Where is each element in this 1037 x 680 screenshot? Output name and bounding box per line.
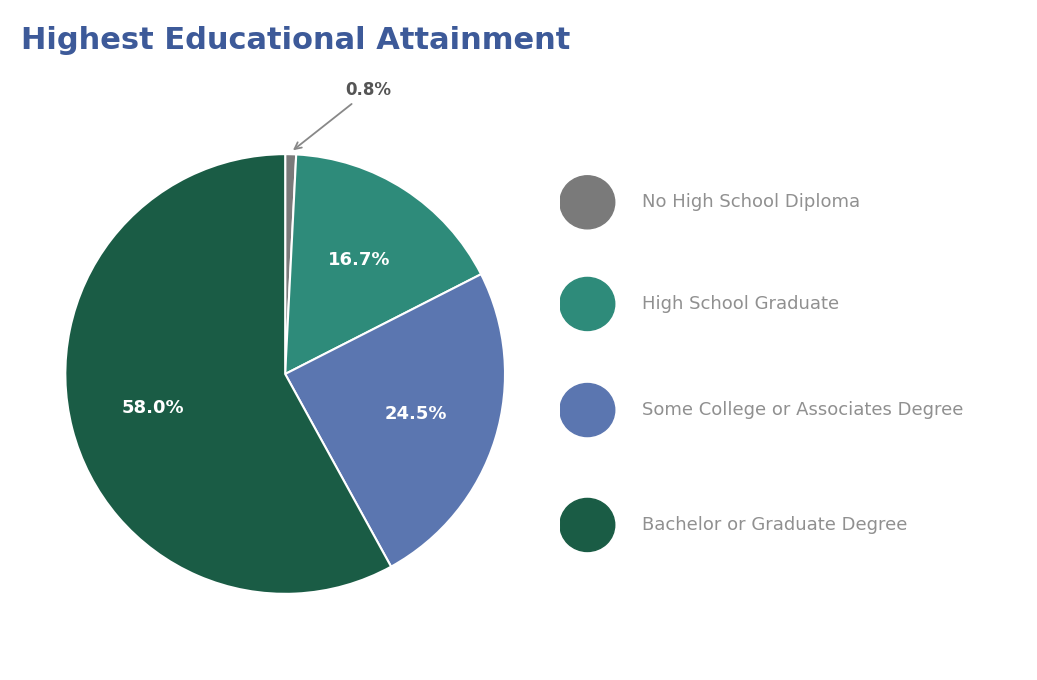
- Text: 0.8%: 0.8%: [295, 82, 392, 149]
- Text: Some College or Associates Degree: Some College or Associates Degree: [642, 401, 963, 419]
- Circle shape: [560, 176, 615, 228]
- Wedge shape: [285, 154, 481, 374]
- Text: 58.0%: 58.0%: [121, 399, 185, 417]
- Text: Bachelor or Graduate Degree: Bachelor or Graduate Degree: [642, 516, 907, 534]
- Text: High School Graduate: High School Graduate: [642, 295, 839, 313]
- Circle shape: [560, 498, 615, 551]
- Text: No High School Diploma: No High School Diploma: [642, 193, 861, 211]
- Wedge shape: [285, 274, 505, 566]
- Circle shape: [560, 384, 615, 437]
- Text: Highest Educational Attainment: Highest Educational Attainment: [21, 27, 570, 55]
- Text: 24.5%: 24.5%: [384, 405, 447, 423]
- Circle shape: [560, 277, 615, 330]
- Text: 16.7%: 16.7%: [328, 251, 391, 269]
- Wedge shape: [285, 154, 297, 374]
- Wedge shape: [65, 154, 391, 594]
